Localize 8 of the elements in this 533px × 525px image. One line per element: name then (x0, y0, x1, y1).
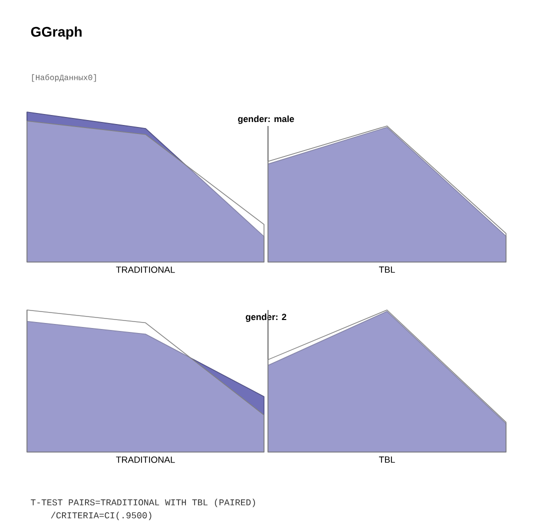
x-axis-title: TRADITIONAL (116, 456, 175, 463)
text: GGraph (31, 26, 82, 40)
x-axis-title: TRADITIONAL (116, 266, 175, 273)
x-axis-title: TBL (378, 456, 395, 463)
text: /CRITERIA=CI(.9500) (51, 512, 152, 520)
chart-title: gender: male (238, 116, 294, 124)
x-axis-title: TBL (378, 266, 395, 273)
text: T-TEST PAIRS=TRADITIONAL WITH TBL (PAIRED) (30, 498, 255, 508)
